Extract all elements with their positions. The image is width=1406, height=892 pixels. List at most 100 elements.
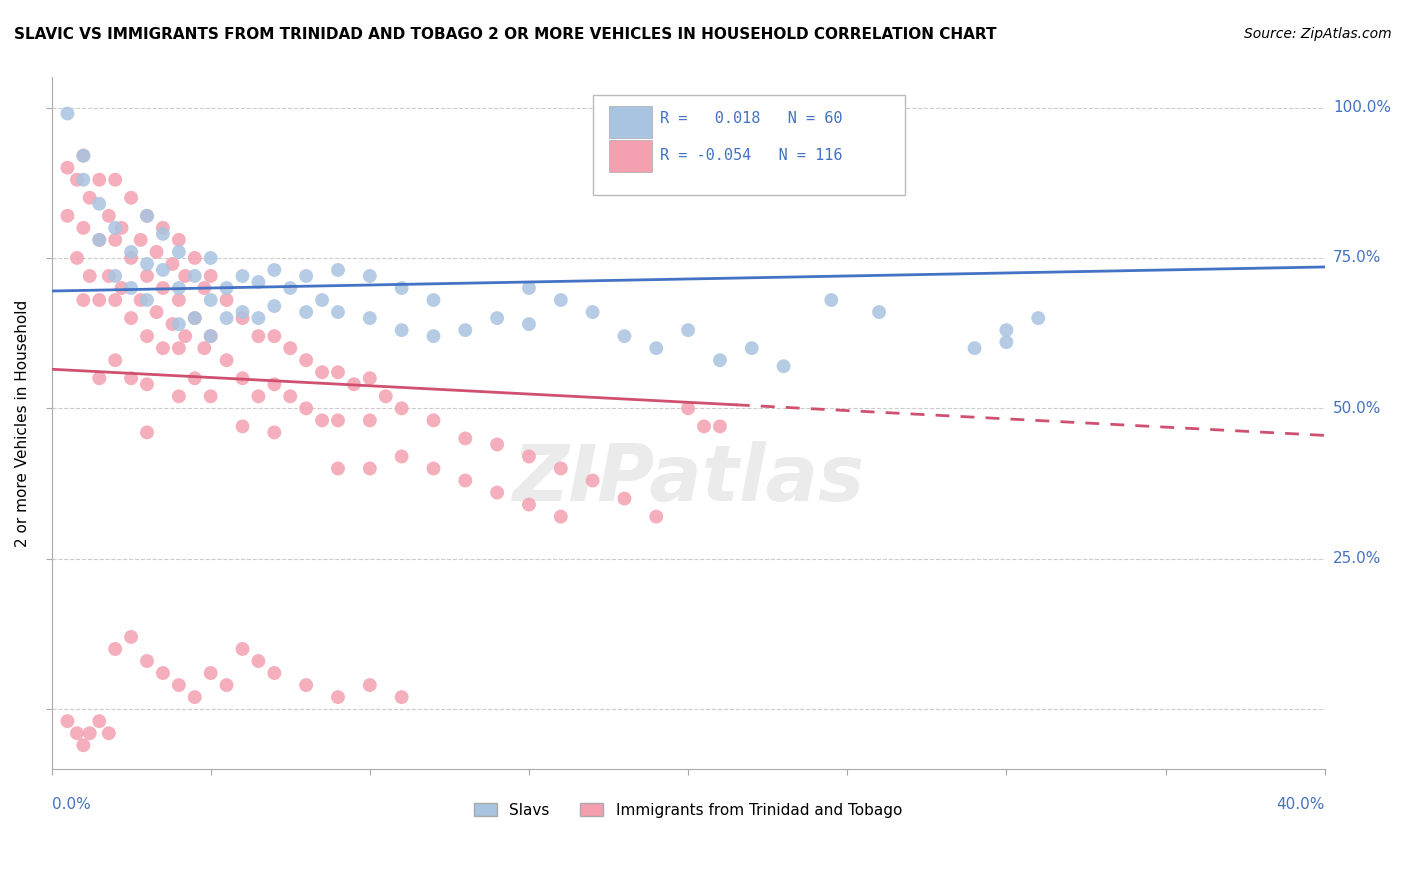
Point	[326, 365, 349, 379]
FancyBboxPatch shape	[609, 106, 652, 137]
Point	[120, 244, 142, 259]
Point	[231, 371, 253, 385]
Point	[184, 311, 207, 326]
Point	[167, 244, 190, 259]
Text: R = -0.054   N = 116: R = -0.054 N = 116	[659, 148, 842, 163]
Point	[359, 678, 381, 692]
Point	[89, 371, 111, 385]
Point	[454, 431, 477, 445]
Point	[136, 329, 159, 343]
Point	[391, 401, 413, 416]
Point	[422, 329, 444, 343]
Point	[231, 268, 253, 283]
Point	[231, 311, 253, 326]
Point	[120, 251, 142, 265]
Point	[311, 365, 333, 379]
Point	[486, 311, 509, 326]
Point	[120, 630, 142, 644]
Point	[486, 485, 509, 500]
Point	[66, 726, 89, 740]
Point	[104, 642, 127, 657]
Point	[278, 341, 301, 355]
Point	[129, 233, 152, 247]
Point	[72, 220, 94, 235]
Point	[550, 509, 572, 524]
Point	[422, 293, 444, 307]
FancyBboxPatch shape	[592, 95, 904, 195]
Point	[56, 209, 79, 223]
Point	[200, 293, 222, 307]
Point	[326, 413, 349, 427]
Text: SLAVIC VS IMMIGRANTS FROM TRINIDAD AND TOBAGO 2 OR MORE VEHICLES IN HOUSEHOLD CO: SLAVIC VS IMMIGRANTS FROM TRINIDAD AND T…	[14, 27, 997, 42]
Point	[995, 335, 1018, 350]
Point	[772, 359, 794, 374]
Text: 75.0%: 75.0%	[1333, 251, 1381, 266]
Point	[167, 293, 190, 307]
Point	[120, 281, 142, 295]
Point	[162, 257, 184, 271]
Point	[89, 233, 111, 247]
Point	[104, 293, 127, 307]
Point	[995, 323, 1018, 337]
Point	[152, 220, 174, 235]
Point	[326, 305, 349, 319]
Text: 25.0%: 25.0%	[1333, 551, 1381, 566]
Legend: Slavs, Immigrants from Trinidad and Tobago: Slavs, Immigrants from Trinidad and Toba…	[468, 797, 908, 824]
Point	[359, 371, 381, 385]
Point	[184, 251, 207, 265]
Point	[278, 281, 301, 295]
Point	[136, 654, 159, 668]
Point	[709, 353, 731, 368]
Point	[517, 498, 540, 512]
Point	[200, 329, 222, 343]
Point	[676, 401, 699, 416]
Point	[326, 263, 349, 277]
Point	[215, 293, 238, 307]
Point	[422, 413, 444, 427]
Point	[72, 148, 94, 162]
Text: R =   0.018   N = 60: R = 0.018 N = 60	[659, 112, 842, 127]
Point	[263, 299, 285, 313]
Point	[174, 268, 197, 283]
Point	[104, 268, 127, 283]
Point	[56, 714, 79, 728]
Point	[89, 714, 111, 728]
Point	[152, 281, 174, 295]
Point	[454, 323, 477, 337]
Point	[215, 311, 238, 326]
Point	[136, 268, 159, 283]
Point	[184, 690, 207, 705]
Point	[550, 293, 572, 307]
Point	[120, 311, 142, 326]
Point	[311, 293, 333, 307]
Point	[167, 341, 190, 355]
Point	[167, 389, 190, 403]
Point	[167, 678, 190, 692]
Point	[676, 323, 699, 337]
Point	[136, 425, 159, 440]
Text: Source: ZipAtlas.com: Source: ZipAtlas.com	[1244, 27, 1392, 41]
Point	[454, 474, 477, 488]
Point	[72, 738, 94, 752]
Point	[263, 666, 285, 681]
Point	[79, 191, 101, 205]
Point	[200, 666, 222, 681]
Point	[550, 461, 572, 475]
Point	[89, 233, 111, 247]
Point	[104, 220, 127, 235]
Point	[79, 268, 101, 283]
Text: 40.0%: 40.0%	[1277, 797, 1324, 812]
Point	[613, 329, 636, 343]
Point	[120, 371, 142, 385]
Point	[231, 642, 253, 657]
Point	[145, 244, 167, 259]
Point	[247, 311, 270, 326]
Point	[66, 251, 89, 265]
Point	[326, 690, 349, 705]
Point	[79, 726, 101, 740]
Point	[97, 268, 120, 283]
Point	[97, 726, 120, 740]
Point	[215, 678, 238, 692]
Point	[263, 329, 285, 343]
Point	[422, 461, 444, 475]
